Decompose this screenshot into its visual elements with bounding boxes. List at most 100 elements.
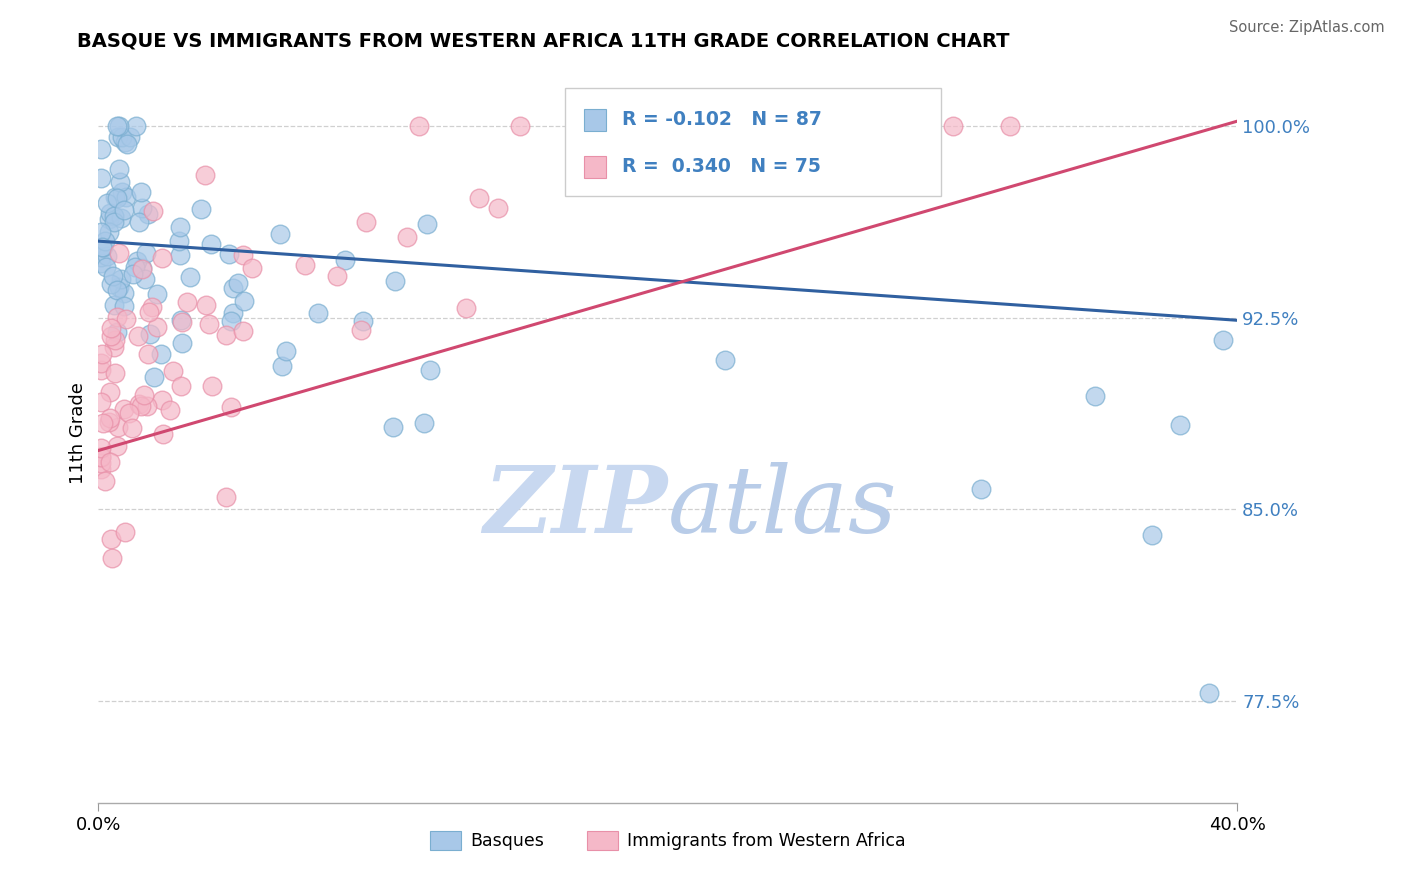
Text: atlas: atlas xyxy=(668,462,897,551)
Point xyxy=(1140,527,1163,541)
Point xyxy=(114,190,136,204)
Point xyxy=(176,295,198,310)
Point xyxy=(131,261,153,276)
Point xyxy=(107,245,129,260)
Point xyxy=(110,271,132,285)
Text: Source: ZipAtlas.com: Source: ZipAtlas.com xyxy=(1229,20,1385,35)
Point xyxy=(221,400,243,414)
Point xyxy=(222,281,245,295)
Point xyxy=(685,120,707,134)
Point xyxy=(96,196,118,211)
Point xyxy=(114,136,136,150)
Point xyxy=(104,333,127,347)
Point xyxy=(100,455,122,469)
Point xyxy=(90,450,112,464)
Point xyxy=(121,421,143,435)
Point xyxy=(108,120,131,134)
Point xyxy=(91,240,114,254)
Point xyxy=(97,415,120,429)
Point xyxy=(90,363,112,377)
Point xyxy=(942,120,965,134)
Point xyxy=(90,395,112,409)
Point xyxy=(214,328,236,343)
Point xyxy=(111,130,134,145)
Point xyxy=(108,161,131,176)
Point xyxy=(468,191,491,205)
Point xyxy=(107,130,129,145)
Point xyxy=(90,142,112,156)
Point xyxy=(127,254,149,268)
Point xyxy=(141,301,163,315)
Point xyxy=(131,261,153,276)
Y-axis label: 11th Grade: 11th Grade xyxy=(69,382,87,483)
Point xyxy=(190,202,212,217)
Point xyxy=(124,260,146,275)
Point xyxy=(132,388,155,402)
Point xyxy=(100,321,122,335)
Point xyxy=(198,317,221,331)
Point xyxy=(104,366,127,380)
Point xyxy=(103,298,125,312)
Point xyxy=(101,551,124,566)
Point xyxy=(117,136,139,151)
Point xyxy=(112,286,135,301)
Point xyxy=(127,329,149,343)
Point xyxy=(170,379,193,393)
Point xyxy=(412,416,434,430)
Point xyxy=(96,249,118,263)
Text: BASQUE VS IMMIGRANTS FROM WESTERN AFRICA 11TH GRADE CORRELATION CHART: BASQUE VS IMMIGRANTS FROM WESTERN AFRICA… xyxy=(77,31,1010,50)
Point xyxy=(90,461,112,475)
Point xyxy=(90,450,112,464)
Point xyxy=(139,326,162,341)
Point xyxy=(169,234,191,248)
Point xyxy=(103,215,125,229)
Point xyxy=(121,268,143,282)
Point xyxy=(232,324,254,338)
Point xyxy=(307,306,329,320)
Point xyxy=(112,401,135,416)
Point xyxy=(350,323,373,337)
Point xyxy=(1212,333,1234,347)
Point xyxy=(232,293,254,308)
Point xyxy=(105,192,128,206)
Point xyxy=(125,120,148,134)
Point xyxy=(100,329,122,343)
Point xyxy=(150,392,173,407)
Point xyxy=(172,316,194,330)
Legend: Basques, Immigrants from Western Africa: Basques, Immigrants from Western Africa xyxy=(423,824,912,857)
Point xyxy=(100,532,122,546)
Point xyxy=(115,312,138,326)
Point xyxy=(98,225,121,239)
Point xyxy=(1170,417,1192,432)
Point xyxy=(134,272,156,286)
Point xyxy=(142,203,165,218)
Point xyxy=(271,359,294,373)
Point xyxy=(714,352,737,367)
Point xyxy=(94,475,117,489)
Point xyxy=(269,227,291,241)
Point xyxy=(94,234,117,248)
Point xyxy=(326,268,349,283)
Point xyxy=(91,416,114,430)
Point xyxy=(143,370,166,384)
Point xyxy=(103,209,125,223)
Point xyxy=(416,217,439,231)
Point xyxy=(90,347,112,361)
Point xyxy=(90,250,112,264)
FancyBboxPatch shape xyxy=(583,109,606,131)
Point xyxy=(408,120,430,134)
Point xyxy=(146,320,169,334)
Point xyxy=(162,363,184,377)
Point xyxy=(194,298,217,312)
Point xyxy=(276,343,298,358)
Point xyxy=(509,120,531,134)
Point xyxy=(138,207,160,221)
Point xyxy=(138,305,160,319)
Point xyxy=(108,175,131,189)
Point xyxy=(100,410,122,425)
Text: ZIP: ZIP xyxy=(484,462,668,551)
Point xyxy=(381,420,404,434)
Point xyxy=(194,168,217,182)
Point xyxy=(90,225,112,239)
Point xyxy=(96,260,118,274)
